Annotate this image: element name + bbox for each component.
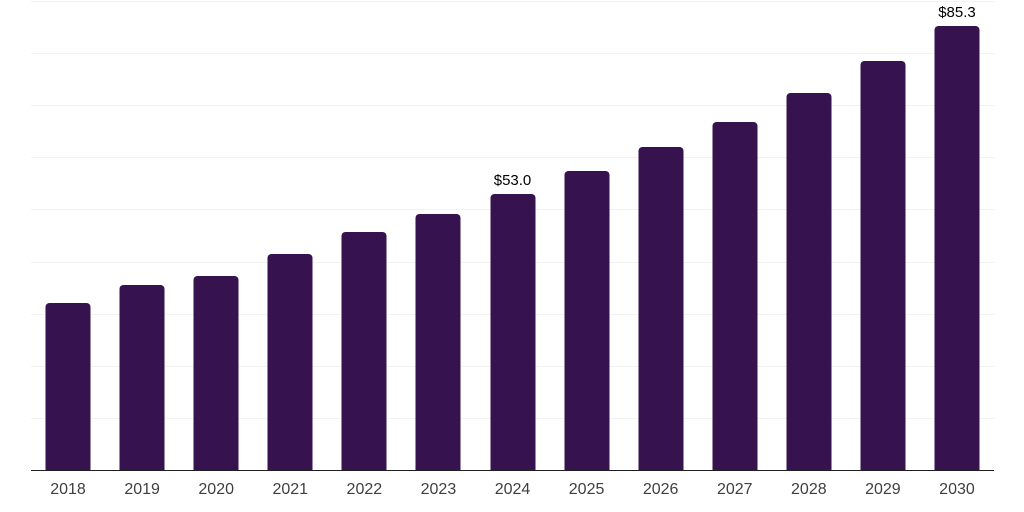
x-tick-label-2018: 2018 [50,481,86,498]
x-tick-label-2030: 2030 [939,481,975,498]
bar-2019 [119,285,165,470]
bar-2025 [564,170,610,470]
x-tick-label-2024: 2024 [494,481,531,498]
bar-slot-2024: $53.0 [475,1,549,470]
bar-slot-2020 [179,1,253,470]
bar-2024 [490,193,535,470]
bar-2020 [193,276,239,470]
bar-slot-2029 [846,1,920,470]
bar-slots: $53.0 $85.3 [31,1,994,470]
bar-slot-2021 [253,1,327,470]
bar-slot-2027 [698,1,772,470]
plot-area: $53.0 $85.3 [31,1,994,471]
bar-2021 [267,254,313,470]
bar-2018 [45,302,91,470]
x-tick-label-2022: 2022 [346,481,383,498]
gridline [31,105,994,107]
bar-2022 [341,231,387,470]
x-tick-label-2027: 2027 [716,481,753,498]
bar-slot-2018 [31,1,105,470]
x-tick-label-2026: 2026 [642,481,679,498]
x-tick-label-2020: 2020 [198,481,234,498]
gridline [31,157,994,159]
x-tick-label-2029: 2029 [865,481,901,498]
bar-2030 [934,25,980,470]
bar-slot-2028 [772,1,846,470]
gridline [31,1,994,2]
x-tick-label-2021: 2021 [272,481,309,498]
bar-2029 [860,60,906,470]
gridline [31,53,994,55]
bar-slot-2030: $85.3 [920,1,994,470]
bar-value-label-2030: $85.3 [938,3,976,21]
x-axis: 2018 2019 2020 2021 2022 2023 2024 2025 2026 2027… [31,478,994,508]
bar-slot-2025 [550,1,624,470]
bar-slot-2023 [401,1,475,470]
bar-slot-2022 [327,1,401,470]
bar-2027 [712,121,758,470]
bar-value-label-2024: $53.0 [493,171,532,189]
x-tick-label-2023: 2023 [420,481,457,498]
bar-2023 [415,214,461,470]
bar-2028 [786,93,832,470]
x-tick-label-2028: 2028 [791,481,827,498]
bar-slot-2026 [624,1,698,470]
bar-slot-2019 [105,1,179,470]
bar-2026 [638,146,684,470]
x-tick-label-2019: 2019 [124,481,160,498]
x-tick-label-2025: 2025 [568,481,605,498]
